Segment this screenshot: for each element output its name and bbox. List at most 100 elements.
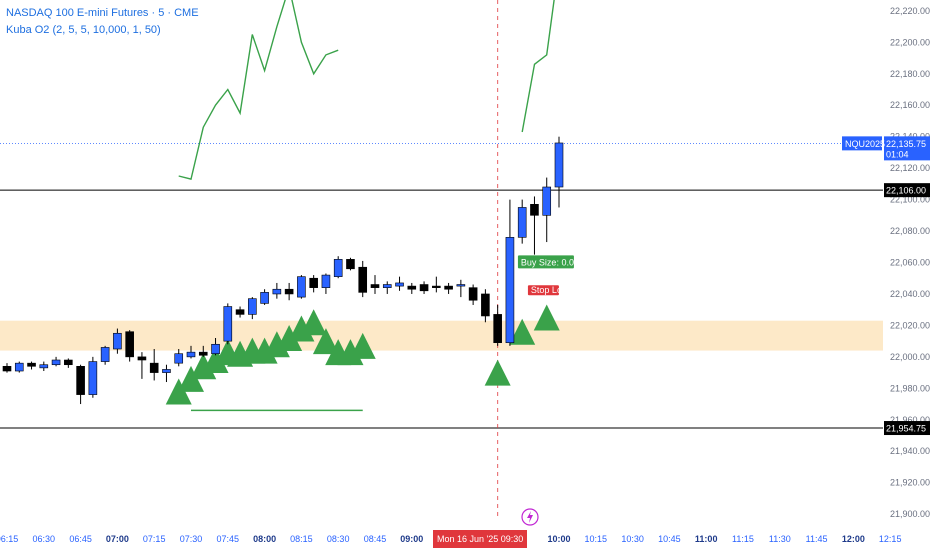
candle-body	[223, 306, 233, 342]
candle-body	[137, 356, 147, 361]
candle	[554, 136, 564, 208]
candle	[235, 306, 245, 318]
candle	[444, 282, 453, 294]
x-tick-label: 11:00	[695, 534, 718, 544]
candle-body	[432, 285, 441, 288]
y-tick-label: 22,060.00	[890, 258, 930, 268]
candle	[174, 349, 184, 367]
candle-body	[64, 359, 73, 366]
y-tick-label: 21,940.00	[890, 446, 930, 456]
candle	[321, 273, 331, 294]
symbol-title: NASDAQ 100 E-mini Futures · 5 · CME	[6, 7, 199, 19]
candle	[76, 364, 85, 405]
y-tick-label: 22,000.00	[890, 352, 930, 362]
stop-loss-label-bg	[527, 285, 559, 296]
x-tick-label: 12:00	[842, 534, 865, 544]
candle	[39, 361, 49, 372]
candle-body	[27, 362, 36, 367]
candle	[284, 282, 294, 301]
support-price-badge: 21,954.75	[886, 424, 926, 434]
candle-body	[517, 207, 527, 238]
y-tick-label: 21,960.00	[890, 415, 930, 425]
x-tick-label: 06:45	[69, 534, 92, 544]
x-tick-label: 12:15	[879, 534, 902, 544]
buy-signal-triangle	[276, 324, 303, 351]
candle-body	[530, 204, 539, 216]
candle	[198, 345, 208, 357]
candle-body	[88, 361, 98, 395]
candle	[211, 337, 220, 356]
candle	[137, 352, 147, 379]
y-tick-label: 21,980.00	[890, 383, 930, 393]
x-tick-label: 08:45	[364, 534, 387, 544]
candle	[370, 275, 380, 294]
candle-body	[395, 282, 404, 287]
cursor-time-bg	[433, 530, 527, 548]
candle	[2, 363, 12, 373]
candle	[297, 275, 306, 299]
x-tick-label: 06:30	[33, 534, 56, 544]
candle-body	[76, 365, 85, 395]
x-tick-label: 09:00	[400, 534, 423, 544]
candle-body	[542, 186, 552, 216]
resistance-price-badge: 22,106.00	[886, 186, 926, 196]
x-tick-label: 10:30	[621, 534, 644, 544]
candle	[530, 196, 539, 255]
x-tick-label: 10:45	[658, 534, 681, 544]
candle-body	[333, 259, 343, 277]
candle	[186, 345, 196, 359]
candle-body	[309, 277, 318, 288]
candle	[346, 257, 355, 271]
candle	[309, 275, 318, 293]
candle-body	[444, 285, 453, 290]
y-tick-label: 22,120.00	[890, 163, 930, 173]
candle-body	[235, 309, 245, 315]
candle-body	[272, 288, 282, 295]
candle-body	[505, 237, 515, 344]
candle	[468, 284, 478, 305]
candle	[248, 297, 257, 320]
candle	[88, 356, 98, 398]
y-tick-label: 22,020.00	[890, 320, 930, 330]
buy-signal-triangle	[533, 304, 560, 331]
candle	[481, 289, 490, 323]
candle-body	[100, 347, 110, 362]
candle	[542, 177, 552, 243]
candle-body	[321, 274, 331, 288]
buy-signal-triangle	[349, 332, 376, 359]
buy-size-label-bg	[517, 255, 574, 269]
last-price-badge-bg	[884, 136, 930, 161]
x-tick-label: 10:00	[547, 534, 570, 544]
last-price-badge: 22,135.75	[886, 139, 926, 149]
candle	[14, 361, 24, 373]
candle	[113, 328, 122, 354]
candle-body	[149, 362, 159, 373]
candle-body	[456, 284, 466, 287]
candle-body	[211, 343, 220, 355]
y-tick-label: 22,100.00	[890, 195, 930, 205]
buy-signal-triangle	[484, 359, 511, 386]
candle	[333, 256, 343, 279]
resistance-price-badge-bg	[884, 183, 930, 198]
x-tick-label: 07:30	[180, 534, 203, 544]
candle	[432, 276, 441, 293]
candle-body	[39, 364, 49, 369]
candle	[493, 304, 502, 346]
y-tick-label: 22,180.00	[890, 69, 930, 79]
candle-body	[14, 362, 24, 372]
lightning-glyph	[527, 511, 533, 523]
candle-body	[419, 284, 429, 292]
candle	[260, 289, 269, 305]
candle	[51, 356, 61, 367]
candle-body	[554, 142, 564, 188]
candle-body	[493, 314, 502, 344]
candle	[27, 361, 36, 370]
y-tick-label: 22,160.00	[890, 100, 930, 110]
candle-body	[358, 266, 368, 293]
cursor-time-label: Mon 16 Jun '25 09:30	[437, 534, 523, 544]
candle-body	[162, 369, 171, 373]
candle	[517, 199, 527, 244]
candle-body	[284, 288, 294, 295]
candle	[125, 330, 134, 362]
